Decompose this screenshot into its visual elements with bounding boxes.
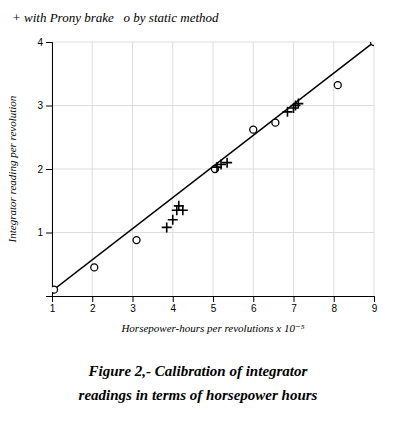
tick-mark	[294, 296, 295, 302]
tick-mark	[46, 42, 52, 43]
tick-label: 5	[211, 303, 217, 314]
circle-point	[250, 126, 257, 133]
tick-label: 4	[37, 37, 43, 48]
x-axis-title: Horsepower-hours per revolutions x 10⁻⁵	[120, 322, 304, 334]
plus-point	[162, 222, 172, 232]
grid-line-y	[52, 105, 374, 106]
series-points	[162, 99, 304, 233]
series-points	[52, 42, 374, 293]
grid-line-y	[52, 42, 374, 43]
tick-label: 6	[251, 303, 257, 314]
tick-label: 8	[331, 303, 337, 314]
tick-label: 3	[37, 100, 43, 111]
tick: 4	[170, 296, 176, 314]
plus-point	[222, 158, 232, 168]
circle-point	[334, 82, 341, 89]
tick: 7	[291, 296, 297, 314]
chart: 1 2 3 4 5 6 7 8 9 1 2 3 4 + with Prony brake o by sta…	[0, 0, 396, 446]
marks	[52, 42, 374, 293]
circle-point	[371, 42, 375, 46]
fit-line	[52, 42, 374, 291]
tick: 9	[372, 296, 378, 314]
plus-point	[168, 215, 178, 225]
tick: 3	[37, 100, 52, 111]
tick-label: 3	[130, 303, 136, 314]
tick: 3	[130, 296, 136, 314]
y-axis-title: Integrator reading per revolution	[6, 95, 18, 243]
circle-point	[133, 237, 140, 244]
tick: 1	[37, 227, 52, 238]
tick-label: 1	[50, 303, 56, 314]
tick-label: 2	[90, 303, 96, 314]
tick: 5	[211, 296, 217, 314]
plot: 1 2 3 4 5 6 7 8 9 1 2 3 4	[37, 37, 377, 314]
axis-line	[46, 43, 53, 297]
circle-point	[52, 286, 58, 293]
tick-label: 9	[372, 303, 378, 314]
tick: 2	[37, 164, 52, 175]
tick-mark	[92, 296, 93, 302]
y-axis: 1 2 3 4	[37, 37, 52, 297]
annotation: + with Prony brake o by static method	[12, 10, 219, 25]
tick: 6	[251, 296, 257, 314]
x-axis: 1 2 3 4 5 6 7 8 9	[50, 296, 378, 314]
tick-label: 7	[291, 303, 297, 314]
tick: 8	[331, 296, 337, 314]
tick: 4	[37, 37, 52, 48]
plus-point	[293, 99, 303, 109]
tick-mark	[213, 296, 214, 302]
plus-point	[216, 160, 226, 170]
plus-point	[178, 205, 188, 215]
tick-mark	[133, 296, 134, 302]
plus-point	[289, 103, 299, 113]
tick: 1	[50, 296, 56, 314]
grid	[52, 42, 374, 296]
title: Figure 2,- Calibration of integrator	[88, 363, 308, 379]
tick-mark	[46, 233, 52, 234]
tick: 2	[90, 296, 96, 314]
tick-mark	[173, 296, 174, 302]
circle-point	[91, 264, 98, 271]
grid-line-y	[52, 232, 374, 233]
tick-mark	[374, 296, 375, 302]
tick-mark	[46, 169, 52, 170]
circle-point	[272, 119, 279, 126]
tick-label: 2	[37, 164, 43, 175]
subtitle: readings in terms of horsepower hours	[79, 387, 318, 403]
tick-mark	[253, 296, 254, 302]
tick-mark	[46, 106, 52, 107]
tick-label: 4	[170, 303, 176, 314]
tick-mark	[334, 296, 335, 302]
tick-label: 1	[37, 227, 43, 238]
axis-line	[53, 297, 375, 303]
